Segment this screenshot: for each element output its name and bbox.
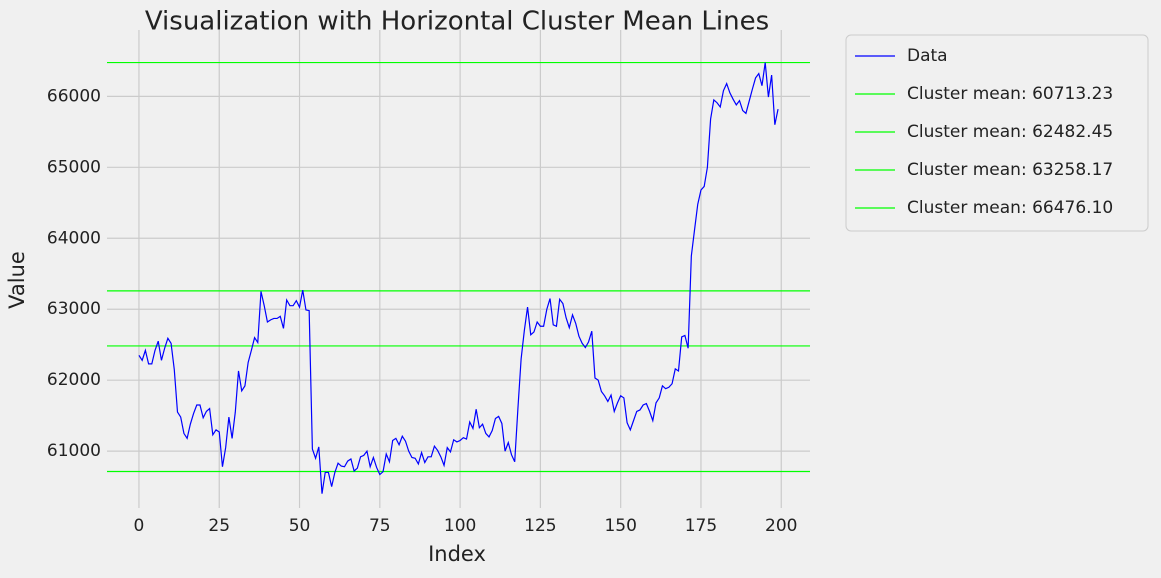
x-axis-label: Index bbox=[428, 542, 486, 566]
y-tick-label: 61000 bbox=[47, 441, 101, 461]
data-line bbox=[138, 62, 779, 494]
legend-label: Cluster mean: 63258.17 bbox=[907, 160, 1113, 180]
y-tick-label: 63000 bbox=[47, 299, 101, 319]
y-axis-label: Value bbox=[5, 251, 29, 309]
y-tick-label: 66000 bbox=[47, 86, 101, 106]
x-tick-label: 150 bbox=[604, 516, 636, 536]
x-tick-label: 50 bbox=[289, 516, 311, 536]
x-tick-label: 25 bbox=[208, 516, 230, 536]
legend-label: Cluster mean: 66476.10 bbox=[907, 198, 1113, 218]
legend-box bbox=[845, 34, 1149, 232]
x-tick-label: 125 bbox=[524, 516, 556, 536]
legend-label: Data bbox=[907, 46, 948, 66]
y-tick-label: 62000 bbox=[47, 370, 101, 390]
y-tick-label: 65000 bbox=[47, 157, 101, 177]
legend-label: Cluster mean: 62482.45 bbox=[907, 122, 1113, 142]
y-tick-label: 64000 bbox=[47, 228, 101, 248]
x-tick-label: 200 bbox=[765, 516, 797, 536]
legend-label: Cluster mean: 60713.23 bbox=[907, 84, 1113, 104]
x-tick-label: 75 bbox=[369, 516, 391, 536]
x-tick-label: 175 bbox=[685, 516, 717, 536]
x-tick-label: 0 bbox=[134, 516, 145, 536]
chart-title: Visualization with Horizontal Cluster Me… bbox=[145, 7, 769, 37]
x-tick-label: 100 bbox=[444, 516, 476, 536]
